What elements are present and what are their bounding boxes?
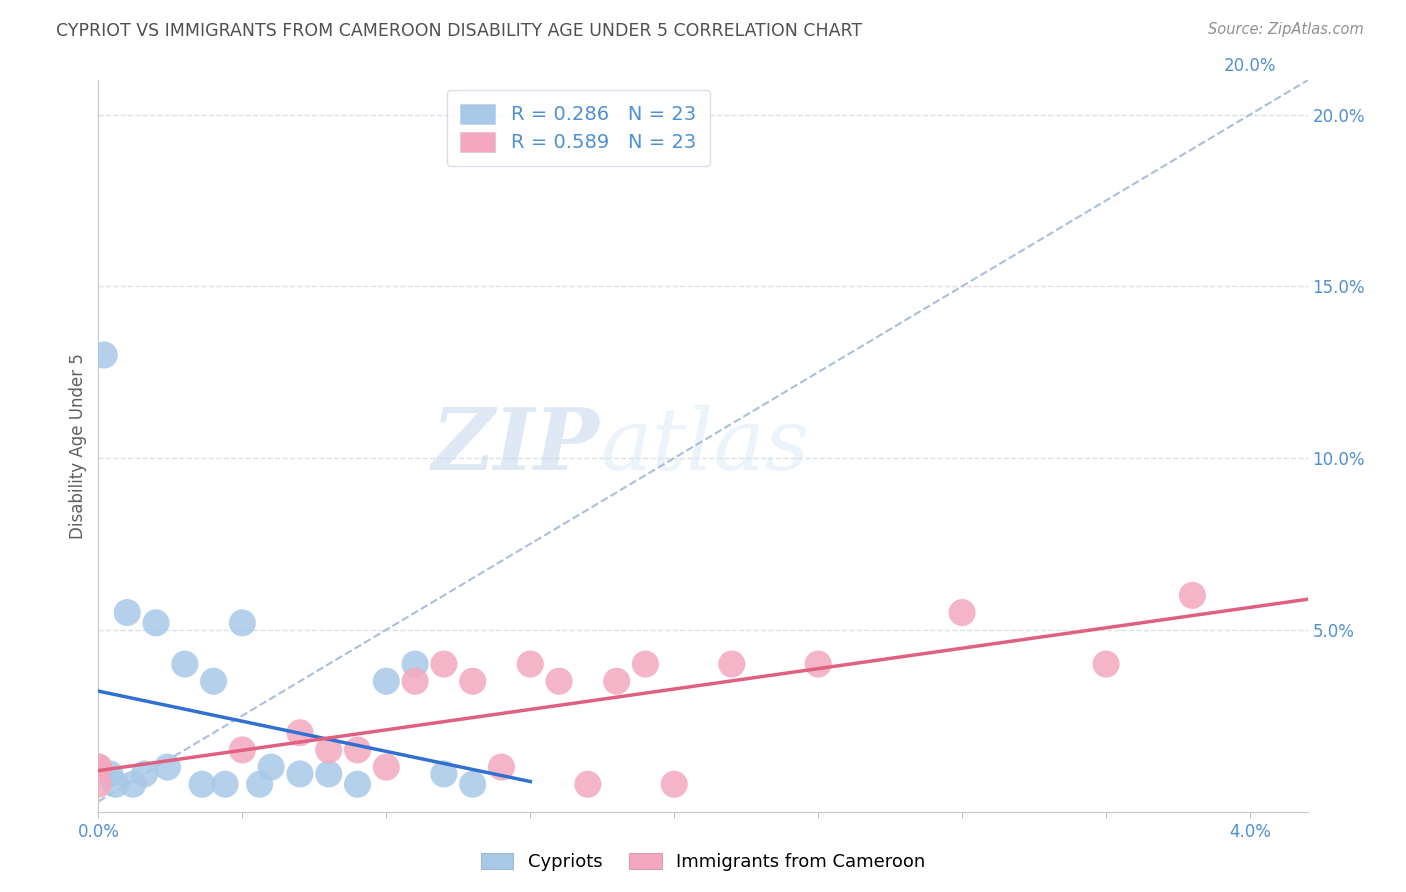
Point [491,760,513,774]
Point [249,777,271,791]
Point [606,674,628,689]
Point [1095,657,1118,671]
Point [134,767,156,781]
Point [720,657,742,671]
Point [664,777,686,791]
Point [87,777,110,791]
Point [231,615,253,630]
Point [115,606,138,620]
Point [156,760,179,774]
Point [404,657,426,671]
Point [288,767,311,781]
Point [375,674,398,689]
Text: ZIP: ZIP [433,404,600,488]
Point [145,615,167,630]
Point [214,777,236,791]
Point [191,777,214,791]
Point [173,657,195,671]
Point [87,760,110,774]
Point [87,760,110,774]
Point [433,767,456,781]
Point [807,657,830,671]
Point [202,674,225,689]
Point [104,777,127,791]
Legend: R = 0.286   N = 23, R = 0.589   N = 23: R = 0.286 N = 23, R = 0.589 N = 23 [447,90,710,166]
Point [433,657,456,671]
Point [98,767,121,781]
Point [548,674,571,689]
Point [375,760,398,774]
Point [93,348,115,362]
Point [461,674,484,689]
Text: Source: ZipAtlas.com: Source: ZipAtlas.com [1208,22,1364,37]
Point [1181,588,1204,602]
Point [122,777,145,791]
Y-axis label: Disability Age Under 5: Disability Age Under 5 [69,353,87,539]
Point [634,657,657,671]
Text: atlas: atlas [600,405,810,487]
Point [346,743,368,757]
Point [87,760,110,774]
Point [519,657,541,671]
Point [950,606,973,620]
Point [288,725,311,739]
Text: CYPRIOT VS IMMIGRANTS FROM CAMEROON DISABILITY AGE UNDER 5 CORRELATION CHART: CYPRIOT VS IMMIGRANTS FROM CAMEROON DISA… [56,22,862,40]
Point [231,743,253,757]
Point [576,777,599,791]
Point [318,743,340,757]
Legend: Cypriots, Immigrants from Cameroon: Cypriots, Immigrants from Cameroon [474,846,932,879]
Point [260,760,283,774]
Point [404,674,426,689]
Point [346,777,368,791]
Point [318,767,340,781]
Point [461,777,484,791]
